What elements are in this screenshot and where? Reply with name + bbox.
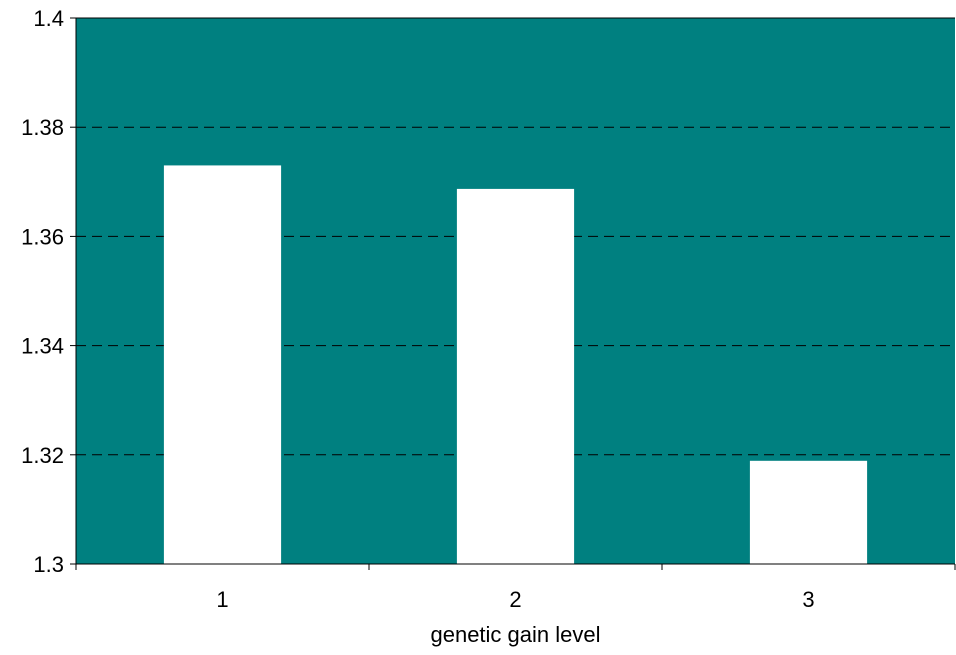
x-tick-label-3: 3 (802, 587, 814, 612)
y-tick-label-2: 1.34 (21, 334, 64, 359)
y-tick-label-3: 1.36 (21, 224, 64, 249)
bar-3 (749, 460, 868, 564)
y-tick-labels: 1.3 1.32 1.34 1.36 1.38 1.4 (21, 6, 64, 577)
y-tick-label-5: 1.4 (33, 6, 64, 31)
bar-1 (163, 165, 282, 565)
x-tick-label-2: 2 (509, 587, 521, 612)
y-tick-label-1: 1.32 (21, 443, 64, 468)
x-tick-label-1: 1 (216, 587, 228, 612)
x-tick-labels: 1 2 3 (216, 587, 814, 612)
axes (70, 17, 956, 570)
x-axis-label: genetic gain level (430, 622, 600, 647)
bars (163, 165, 868, 565)
y-tick-label-4: 1.38 (21, 115, 64, 140)
bar-2 (456, 188, 575, 564)
y-tick-label-0: 1.3 (33, 552, 64, 577)
